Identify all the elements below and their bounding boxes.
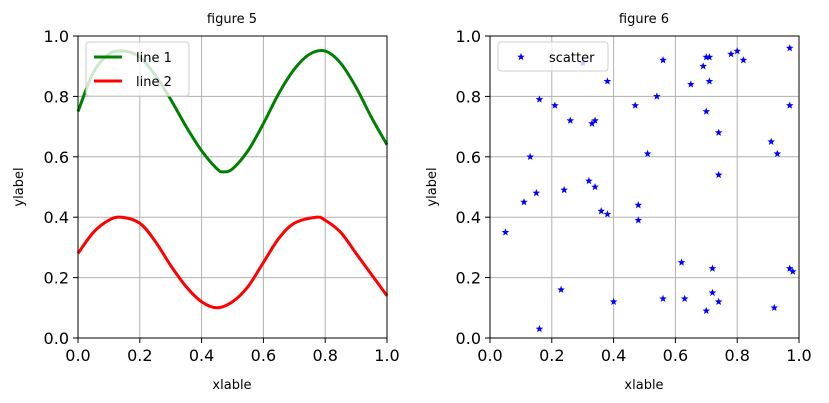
scatter-point xyxy=(705,53,714,61)
scatter-point xyxy=(770,303,779,312)
figure-6-frame xyxy=(489,35,800,339)
scatter-point xyxy=(501,228,510,236)
scatter-point xyxy=(551,101,559,109)
scatter-point xyxy=(733,47,741,55)
scatter-point xyxy=(591,183,599,191)
scatter-point xyxy=(535,324,544,333)
y-tick-label: 0.2 xyxy=(456,269,481,288)
scatter-point xyxy=(566,116,575,124)
legend-box xyxy=(497,41,609,72)
scatter-point xyxy=(588,119,596,127)
scatter-point xyxy=(659,56,667,64)
scatter-point xyxy=(643,149,652,158)
figure-5-title: figure 5 xyxy=(207,12,257,27)
x-tick-label: 0.0 xyxy=(65,346,90,365)
figure-6-ylabel: ylabel xyxy=(425,167,440,206)
scatter-point xyxy=(585,176,593,185)
scatter-point xyxy=(535,95,544,103)
y-tick-label: 0.6 xyxy=(44,148,69,167)
scatter-point xyxy=(597,207,606,215)
scatter-point xyxy=(557,285,565,293)
scatter-point xyxy=(714,170,723,179)
legend-scatter-marker xyxy=(517,53,525,61)
scatter-point xyxy=(520,198,528,206)
figure-5-legend: line 1 line 2 xyxy=(85,41,190,97)
scatter-point xyxy=(739,56,748,64)
scatter-point xyxy=(705,77,714,85)
scatter-point xyxy=(532,189,541,197)
legend-scatter-label: scatter xyxy=(549,51,595,66)
scatter-point xyxy=(603,77,612,85)
figure-5-ylabel: ylabel xyxy=(12,167,27,206)
figure-5-frame xyxy=(77,35,388,339)
scatter-point xyxy=(789,267,797,275)
scatter-point xyxy=(714,297,723,305)
y-tick-label: 0.4 xyxy=(456,208,481,227)
y-tick-label: 0.8 xyxy=(456,87,481,106)
scatter-point xyxy=(591,116,599,124)
y-tick-label: 0.0 xyxy=(44,329,69,348)
scatter-point xyxy=(609,297,618,305)
x-tick-label: 0.8 xyxy=(724,346,749,365)
scatter-point xyxy=(785,264,794,272)
scatter-point xyxy=(702,306,711,315)
scatter-point xyxy=(677,258,686,266)
y-tick-label: 0.6 xyxy=(456,148,481,167)
series-line-2 xyxy=(76,215,389,310)
y-tick-label: 1.0 xyxy=(44,27,69,46)
scatter-point xyxy=(699,62,708,70)
y-tick-label: 1.0 xyxy=(456,27,481,46)
scatter-point xyxy=(727,50,735,58)
figure-6-xlabel: xlable xyxy=(624,378,663,393)
y-tick-label: 0.0 xyxy=(456,329,481,348)
scatter-point xyxy=(785,44,794,52)
scatter-point xyxy=(702,107,711,115)
x-tick-label: 0.2 xyxy=(127,346,152,365)
figure-6-legend: scatter xyxy=(497,41,609,72)
scatter-point xyxy=(708,288,717,296)
x-tick-label: 0.0 xyxy=(477,346,502,365)
scatter-point xyxy=(708,264,717,272)
figure-6-series xyxy=(501,44,797,333)
scatter-point xyxy=(631,101,640,109)
scatter-point xyxy=(767,137,775,145)
scatter-point xyxy=(659,294,667,302)
figure-5-ticks: 0.0 0.2 0.4 0.6 0.8 1.0 0.0 0.2 0.4 0.6 0.8 1.0 xyxy=(44,27,400,365)
figure-6-ticks: 0.0 0.2 0.4 0.6 0.8 1.0 0.0 0.2 0.4 0.6 0.8 1.0 xyxy=(456,27,812,365)
scatter-point xyxy=(634,201,643,209)
figure-6-grid xyxy=(489,35,800,339)
x-tick-label: 0.2 xyxy=(539,346,564,365)
scatter-point xyxy=(702,53,711,61)
scatter-point xyxy=(634,216,643,224)
legend-line-2-label: line 2 xyxy=(136,75,172,90)
x-tick-label: 1.0 xyxy=(374,346,399,365)
y-tick-label: 0.4 xyxy=(44,208,69,227)
scatter-point xyxy=(680,294,689,302)
scatter-point xyxy=(714,128,723,136)
scatter-point xyxy=(603,210,612,218)
scatter-point xyxy=(653,92,661,100)
x-tick-label: 0.4 xyxy=(601,346,626,365)
x-tick-label: 0.8 xyxy=(312,346,337,365)
scatter-point xyxy=(785,101,794,109)
figure-6-title: figure 6 xyxy=(619,12,669,27)
figure-5-axes: figure 5 xlable ylabel 0.0 0.2 0.4 0.6 0.8 1.… xyxy=(12,12,400,393)
scatter-point xyxy=(560,186,568,194)
figure-6-axes: figure 6 xlable ylabel 0.0 0.2 0.4 0.6 0.8 1.… xyxy=(425,12,812,393)
x-tick-label: 0.6 xyxy=(663,346,688,365)
y-tick-label: 0.2 xyxy=(44,269,69,288)
x-tick-label: 0.6 xyxy=(251,346,276,365)
legend-line-1-label: line 1 xyxy=(136,51,172,66)
x-tick-label: 0.4 xyxy=(189,346,214,365)
x-tick-label: 1.0 xyxy=(786,346,811,365)
scatter-point xyxy=(526,152,534,161)
scatter-point xyxy=(687,80,695,88)
figure-5-xlabel: xlable xyxy=(212,378,251,393)
y-tick-label: 0.8 xyxy=(44,87,69,106)
scatter-point xyxy=(773,149,782,158)
